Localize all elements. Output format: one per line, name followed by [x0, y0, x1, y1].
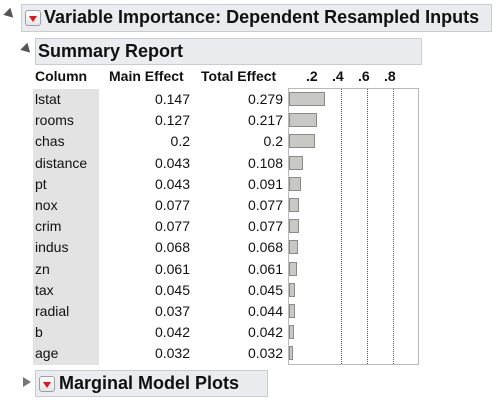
row-main-effect: 0.077: [154, 197, 190, 213]
row-total-effect: 0.091: [247, 175, 283, 192]
row-total-effect: 0.044: [247, 303, 283, 319]
row-total-effect: 0.217: [247, 112, 283, 129]
disclosure-open-icon[interactable]: [20, 42, 34, 57]
row-column-name: lstat: [35, 91, 61, 107]
row-main-effect: 0.045: [154, 281, 190, 298]
row-main-effect: 0.2: [170, 133, 190, 150]
row-main-effect: 0.068: [154, 239, 190, 256]
row-column-name: b: [35, 324, 43, 341]
row-total-effect: 0.032: [247, 345, 283, 362]
table-row: pt 0.043 0.091: [0, 174, 290, 195]
row-column-name: pt: [35, 175, 47, 192]
row-main-effect: 0.061: [154, 260, 190, 277]
total-effect-bar: [289, 92, 326, 106]
total-effect-bar: [289, 155, 304, 170]
axis-tick: .8: [384, 68, 396, 84]
disclosure-open-icon[interactable]: [3, 7, 17, 22]
red-triangle-menu-icon[interactable]: [39, 376, 55, 392]
table-row: rooms 0.127 0.217: [0, 110, 290, 131]
row-column-name: radial: [35, 303, 70, 319]
row-column-name: crim: [35, 218, 62, 235]
gridline: [341, 89, 342, 364]
column-header-total-effect: Total Effect: [201, 68, 277, 84]
row-column-name: chas: [35, 133, 65, 150]
total-effect-bar: [289, 113, 318, 128]
importance-bar-chart: [288, 88, 419, 365]
summary-report-title: Summary Report: [38, 41, 184, 61]
table-row: b 0.042 0.042: [0, 322, 290, 343]
table-row: indus 0.068 0.068: [0, 237, 290, 258]
gridline: [393, 89, 394, 364]
marginal-model-plots-header: [35, 370, 268, 397]
row-column-name: age: [35, 345, 59, 362]
axis-tick: .6: [358, 68, 370, 84]
row-main-effect: 0.077: [154, 218, 190, 235]
row-total-effect: 0.068: [247, 239, 283, 256]
row-main-effect: 0.032: [154, 345, 190, 362]
row-main-effect: 0.147: [154, 91, 190, 107]
axis-tick-labels: .2 .4 .6 .8: [288, 68, 418, 86]
row-column-name: tax: [35, 281, 54, 298]
row-column-name: distance: [35, 154, 88, 171]
marginal-model-plots-title[interactable]: Marginal Model Plots: [59, 373, 240, 393]
total-effect-bar: [289, 134, 315, 149]
row-total-effect: 0.042: [247, 324, 283, 341]
row-column-name: nox: [35, 197, 58, 213]
total-effect-bar: [289, 304, 295, 318]
table-row: radial 0.037 0.044: [0, 301, 290, 322]
total-effect-bar: [289, 240, 298, 255]
row-main-effect: 0.043: [154, 175, 190, 192]
gridline: [367, 89, 368, 364]
table-row: crim 0.077 0.077: [0, 216, 290, 237]
total-effect-bar: [289, 176, 301, 191]
row-main-effect: 0.037: [154, 303, 190, 319]
row-total-effect: 0.077: [247, 218, 283, 235]
row-column-name: rooms: [35, 112, 74, 129]
axis-tick: .2: [306, 68, 318, 84]
table-row: distance 0.043 0.108: [0, 153, 290, 174]
total-effect-bar: [289, 282, 295, 297]
disclosure-closed-icon[interactable]: [23, 377, 31, 387]
axis-tick: .4: [332, 68, 344, 84]
red-triangle-menu-icon[interactable]: [25, 10, 41, 26]
row-main-effect: 0.042: [154, 324, 190, 341]
total-effect-bar: [289, 325, 295, 340]
column-header-main-effect: Main Effect: [109, 68, 184, 84]
row-total-effect: 0.108: [247, 154, 283, 171]
report-title: Variable Importance: Dependent Resampled…: [44, 7, 480, 27]
summary-report-header: [35, 38, 422, 65]
row-total-effect: 0.2: [263, 133, 283, 150]
row-main-effect: 0.127: [154, 112, 190, 129]
table-row: lstat 0.147 0.279: [0, 89, 290, 110]
table-row: tax 0.045 0.045: [0, 280, 290, 301]
total-effect-bar: [289, 198, 299, 212]
row-main-effect: 0.043: [154, 154, 190, 171]
row-total-effect: 0.045: [247, 281, 283, 298]
table-row: chas 0.2 0.2: [0, 131, 290, 152]
table-row: age 0.032 0.032: [0, 343, 290, 364]
row-column-name: zn: [35, 260, 50, 277]
column-header-column: Column: [35, 68, 88, 84]
variable-importance-header: [21, 4, 492, 32]
row-column-name: indus: [35, 239, 69, 256]
row-total-effect: 0.061: [247, 260, 283, 277]
total-effect-bar: [289, 346, 294, 361]
total-effect-bar: [289, 219, 299, 234]
row-total-effect: 0.077: [247, 197, 283, 213]
row-total-effect: 0.279: [247, 91, 283, 107]
table-row: zn 0.061 0.061: [0, 259, 290, 280]
column-name-column: [33, 89, 99, 365]
total-effect-bar: [289, 261, 297, 276]
table-row: nox 0.077 0.077: [0, 195, 290, 216]
